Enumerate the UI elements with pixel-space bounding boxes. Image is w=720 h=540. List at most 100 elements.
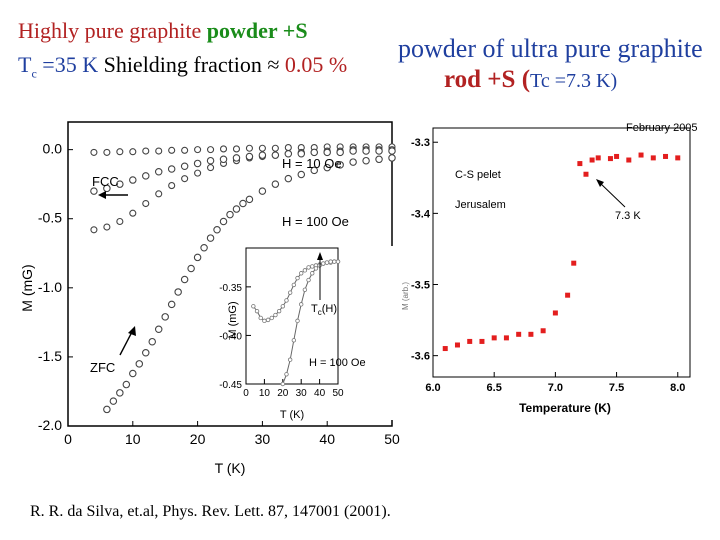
inset-data-point [265,317,271,323]
inset-x-tick-label: 0 [243,388,249,399]
main-data-point [129,176,137,184]
main-data-point [122,380,131,389]
main-data-point [116,389,124,397]
inset-data-point [251,304,256,309]
main-data-point [174,288,182,296]
main-data-point [161,313,169,321]
fcc-label: FCC [92,174,119,189]
inset-y-tick-label: -0.40 [219,331,242,342]
main-data-point [245,152,254,161]
zfc-label: ZFC [90,360,115,375]
h100-label: H = 100 Oe [282,214,349,229]
main-data-point [310,148,318,157]
tc-label: 7.3 K [615,210,641,222]
right-data-point [552,310,558,316]
title-emphasis: powder +S [206,18,308,43]
main-data-point [135,360,144,368]
inset-data-point [306,265,311,270]
main-data-point [284,144,292,152]
main-data-point [271,151,280,159]
place-label: Jerusalem [455,199,506,211]
main-data-point [297,170,306,179]
main-data-point [142,349,150,357]
main-data-point [168,182,176,190]
inset-data-point [299,302,304,307]
inset-data-point [313,266,319,271]
main-data-point [271,180,280,188]
inset-x-label: T (K) [280,409,304,421]
inset-data-point [310,271,315,276]
inset-data-point [284,372,289,377]
zfc-arrow [119,329,134,356]
main-data-point [206,234,215,242]
main-data-point [194,169,202,177]
inset-y-tick-label: -0.45 [219,380,242,391]
right-data-point [607,156,613,162]
main-data-point [323,148,331,157]
main-data-point [103,223,111,231]
title-right-line1: powder of ultra pure graphite [398,34,703,63]
right-data-point [663,153,669,159]
right-data-point [565,292,571,298]
inset-y-label: M (mG) [227,301,239,338]
right-x-label: Temperature (K) [519,401,611,415]
right-data-point [454,342,460,348]
inset-field-label: H = 100 Oe [309,357,366,369]
zfc-arrowhead [128,326,136,336]
tc-arrowhead [596,179,604,187]
inset-data-point [284,298,289,303]
inset-data-point [258,315,263,321]
main-data-point [116,217,124,226]
inset-data-point [335,259,341,264]
main-data-point [90,187,98,195]
main-data-point [349,158,357,166]
inset-data-point [269,315,274,321]
main-data-point [336,148,344,157]
main-data-point [155,147,163,155]
main-data-point [154,325,163,334]
main-data-point [142,147,150,155]
inset-data-point [321,261,326,266]
main-data-point [181,175,189,183]
main-data-point [194,146,202,154]
reference-citation: R. R. da Silva, et.al, Phys. Rev. Lett. … [30,503,391,520]
inset-y-tick-label: -0.35 [219,283,242,294]
inset-x-tick-label: 20 [277,388,289,399]
right-x-tick-label: 6.0 [425,382,440,394]
inset-data-point [287,290,293,295]
main-data-point [155,190,163,198]
main-y-tick-label: -1.5 [38,348,62,364]
inset-data-point [280,381,285,387]
main-data-point [181,146,189,154]
main-data-point [142,172,150,180]
main-data-point [103,184,111,193]
main-data-point [90,226,98,234]
main-data-point [232,145,241,153]
right-x-tick-label: 8.0 [670,382,685,394]
main-data-point [116,180,124,188]
right-y-tick-label: -3.6 [411,351,430,363]
main-y-tick-label: -1.0 [38,279,62,295]
sample-label: C-S pelet [455,169,501,181]
title-left-line2: Tc =35 K Shielding fraction ≈ 0.05 % [18,52,348,81]
main-data-point [154,167,163,176]
main-data-point [193,253,202,262]
main-data-point [388,154,396,162]
main-data-point [180,275,189,284]
inset-data-point [276,308,282,314]
inset-data-point [306,277,311,283]
inset-frame [245,247,339,385]
main-data-point [219,217,228,226]
inset-x-tick-label: 30 [296,388,308,399]
right-data-point [626,157,632,163]
inset-data-point [273,312,278,318]
main-data-point [129,369,137,378]
right-data-point [516,331,522,337]
inset-data-point [332,259,337,264]
main-data-point [362,156,370,165]
inset-tc-arrowhead [317,252,323,260]
main-data-point [297,150,306,158]
main-data-point [258,151,267,159]
main-data-point [167,165,176,173]
